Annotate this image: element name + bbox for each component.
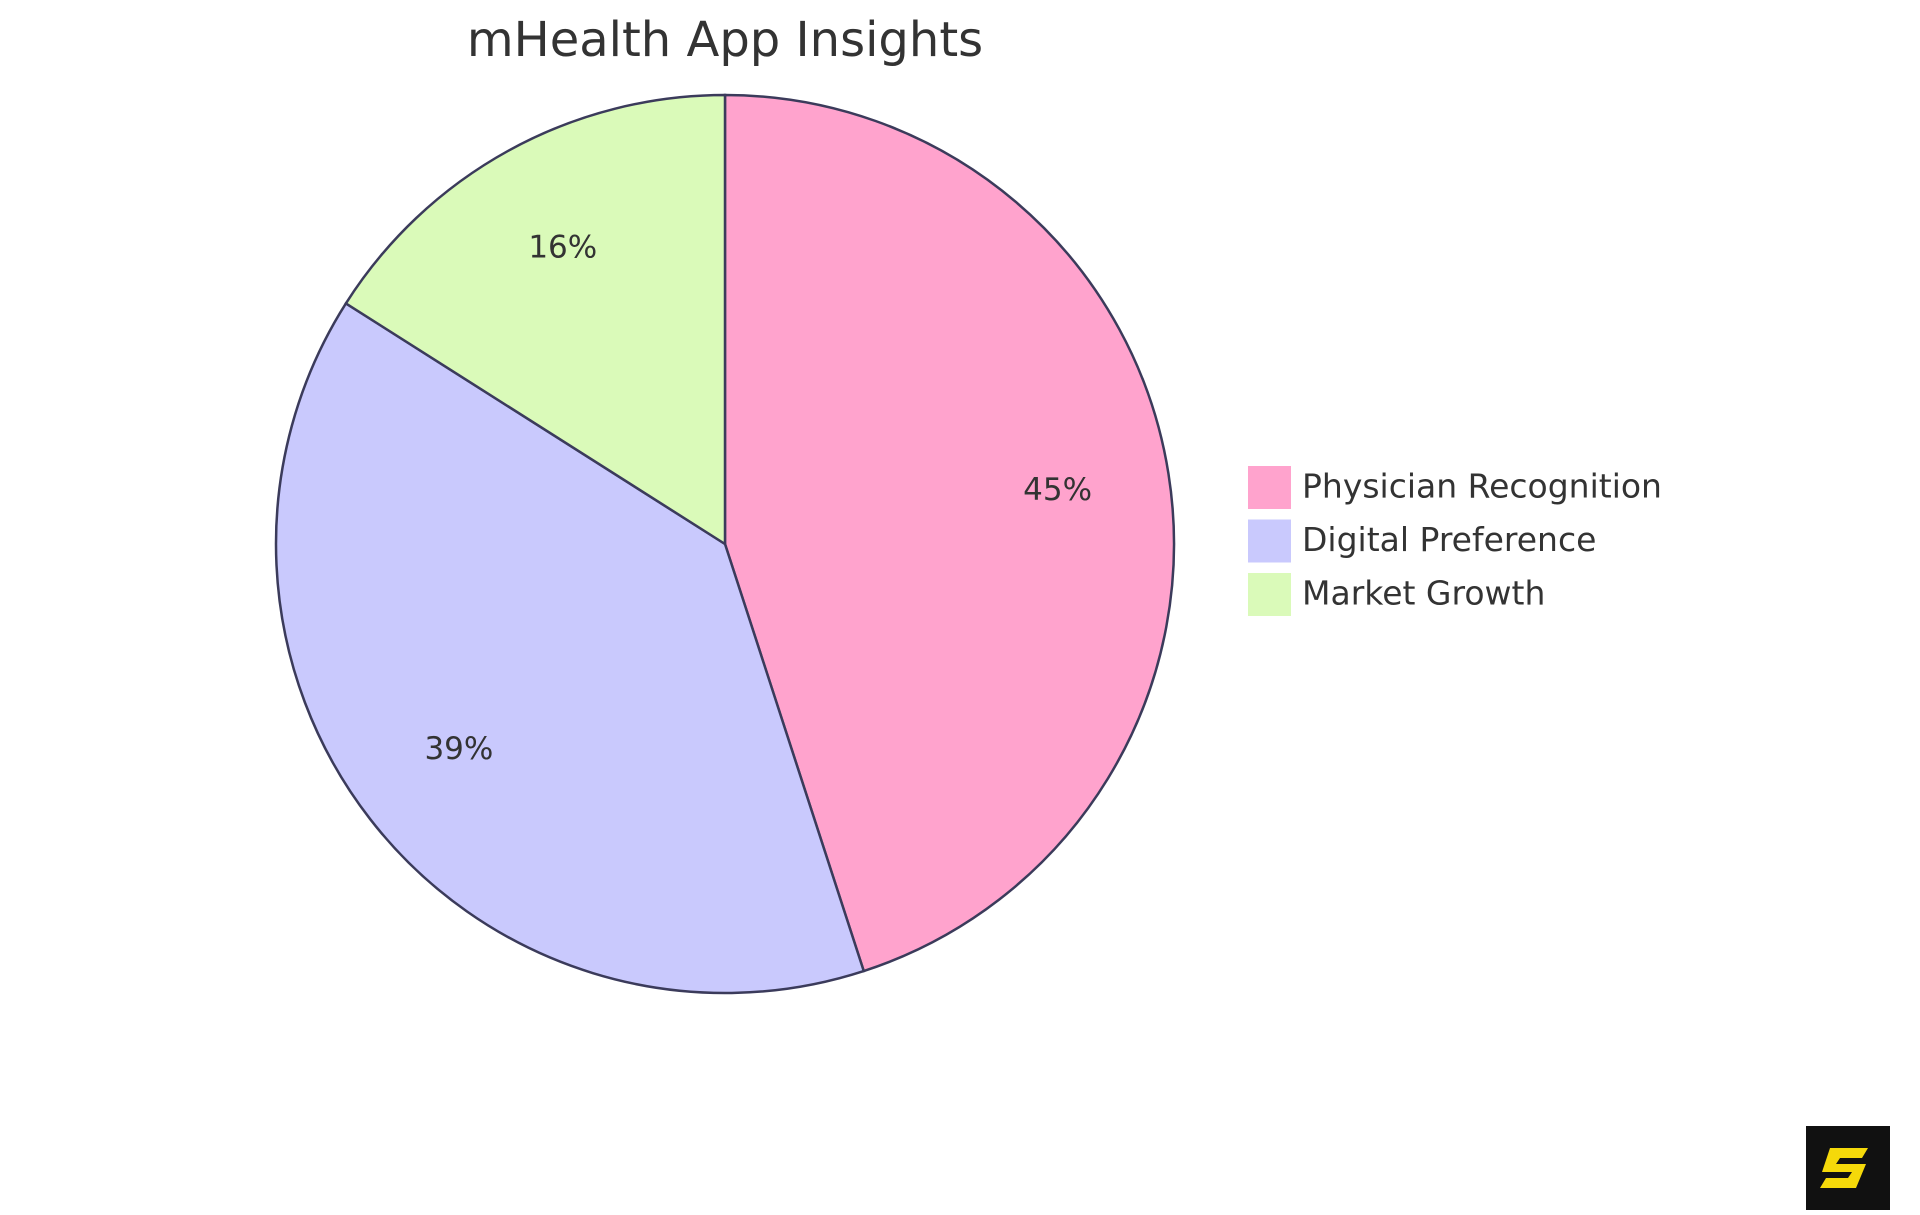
slice-label: 45% (1023, 472, 1092, 508)
legend-swatch (1246, 571, 1293, 618)
slice-label: 39% (424, 731, 493, 767)
legend-label: Physician Recognition (1302, 467, 1662, 506)
slice-label: 16% (528, 229, 597, 265)
chart-title: mHealth App Insights (467, 12, 983, 68)
legend-label: Digital Preference (1302, 520, 1596, 559)
pie-slice (344, 93, 727, 547)
logo-mark (1820, 1148, 1868, 1188)
legend-label: Market Growth (1302, 574, 1545, 613)
pie-slice (723, 93, 1176, 973)
legend-swatch (1246, 517, 1293, 565)
logo (1806, 1126, 1890, 1210)
legend-swatch (1246, 464, 1293, 511)
pie-slice (274, 301, 866, 995)
